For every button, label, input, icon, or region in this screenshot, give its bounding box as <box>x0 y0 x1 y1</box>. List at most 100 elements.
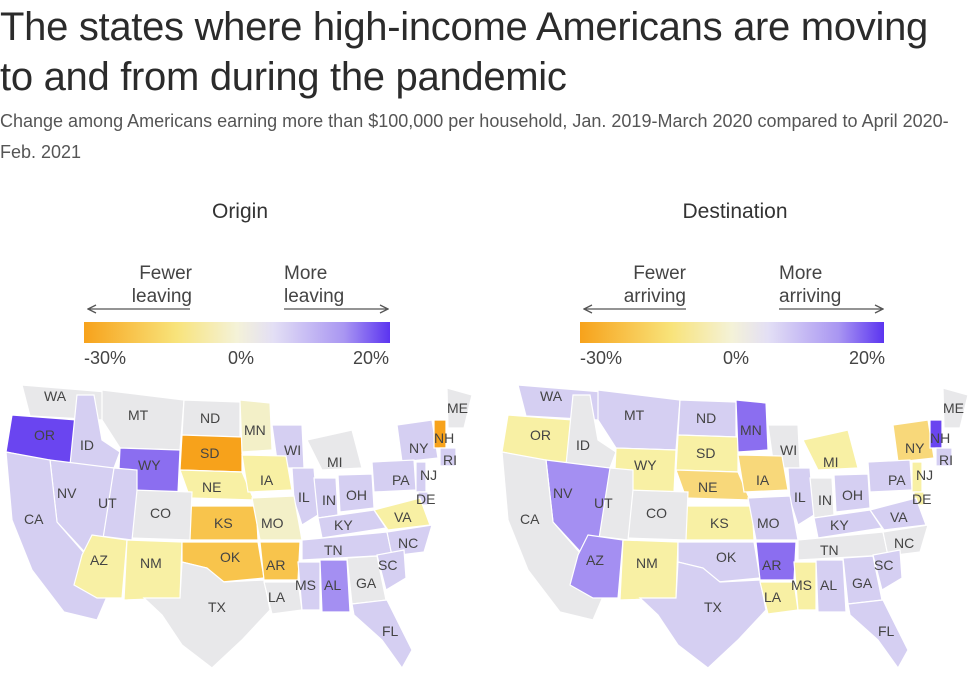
destination-label-al: AL <box>820 577 837 593</box>
origin-label-nc: NC <box>398 535 418 551</box>
origin-label-ny: NY <box>409 440 429 456</box>
destination-label-nh: NH <box>930 430 950 446</box>
origin-label-ok: OK <box>220 549 241 565</box>
origin-state-me[interactable] <box>446 387 473 429</box>
origin-label-az: AZ <box>90 552 108 568</box>
origin-legend <box>84 309 390 343</box>
destination-label-nv: NV <box>553 485 573 501</box>
origin-label-or: OR <box>34 427 55 443</box>
origin-label-wa: WA <box>44 388 67 404</box>
origin-label-nj: NJ <box>420 467 437 483</box>
destination-tick-max: 20% <box>849 348 886 368</box>
destination-state-ia[interactable] <box>737 454 789 493</box>
origin-label-al: AL <box>324 577 341 593</box>
origin-tick-max: 20% <box>353 348 390 368</box>
destination-label-ok: OK <box>716 549 737 565</box>
origin-label-pa: PA <box>392 472 410 488</box>
origin-state-ar[interactable] <box>259 541 301 581</box>
destination-label-or: OR <box>530 427 551 443</box>
origin-state-ky[interactable] <box>317 509 388 539</box>
origin-tick-min: -30% <box>84 348 127 368</box>
destination-state-me[interactable] <box>942 387 969 429</box>
origin-state-ms[interactable] <box>297 561 321 611</box>
origin-label-ut: UT <box>98 495 117 511</box>
destination-label-oh: OH <box>842 487 863 503</box>
origin-state-fl[interactable] <box>351 599 413 670</box>
destination-label-ia: IA <box>756 472 770 488</box>
destination-label-mt: MT <box>624 407 645 423</box>
destination-state-oh[interactable] <box>833 473 871 513</box>
destination-label-ga: GA <box>852 575 873 591</box>
origin-state-ia[interactable] <box>241 454 293 493</box>
origin-label-sd: SD <box>200 445 219 461</box>
origin-state-nc[interactable] <box>386 524 433 557</box>
destination-legend-right-label: More arriving <box>779 263 842 307</box>
destination-state-nc[interactable] <box>882 524 929 557</box>
origin-state-sc[interactable] <box>376 549 407 591</box>
origin-label-va: VA <box>394 509 412 525</box>
origin-state-il[interactable] <box>291 467 319 526</box>
destination-label-ri: RI <box>939 452 953 468</box>
destination-label-tx: TX <box>704 599 723 615</box>
destination-label-nd: ND <box>696 410 716 426</box>
destination-panel-title: Destination <box>682 200 788 223</box>
origin-label-nv: NV <box>57 485 77 501</box>
origin-color-scale <box>84 322 390 343</box>
destination-tick-min: -30% <box>580 348 623 368</box>
origin-label-nd: ND <box>200 410 220 426</box>
destination-label-la: LA <box>764 589 782 605</box>
destination-state-mi[interactable] <box>802 429 859 471</box>
origin-label-ia: IA <box>260 472 274 488</box>
destination-label-mn: MN <box>740 422 762 438</box>
destination-state-ky[interactable] <box>813 509 884 539</box>
destination-state-il[interactable] <box>787 467 815 526</box>
destination-label-nj: NJ <box>916 467 933 483</box>
origin-legend-left-label: Fewer leaving <box>131 263 192 307</box>
destination-label-wi: WI <box>780 442 797 458</box>
origin-label-me: ME <box>447 400 468 416</box>
origin-label-mn: MN <box>244 422 266 438</box>
destination-state-ny[interactable] <box>892 419 935 463</box>
origin-map: WA OR ID MT WY ND SD NE MN WI IA MI IL IN OH NY PA NJ DEVA… <box>5 384 473 670</box>
origin-label-ne: NE <box>202 479 221 495</box>
destination-state-ms[interactable] <box>793 561 817 611</box>
destination-label-fl: FL <box>878 623 895 639</box>
destination-label-va: VA <box>890 509 908 525</box>
destination-label-ne: NE <box>698 479 717 495</box>
destination-label-ca: CA <box>520 511 540 527</box>
origin-label-nh: NH <box>434 430 454 446</box>
destination-label-mi: MI <box>823 454 839 470</box>
destination-label-ms: MS <box>791 577 812 593</box>
origin-label-ms: MS <box>295 577 316 593</box>
origin-state-oh[interactable] <box>337 473 375 513</box>
origin-state-mi[interactable] <box>306 429 363 471</box>
destination-state-ri[interactable] <box>935 447 953 467</box>
destination-state-sc[interactable] <box>872 549 903 591</box>
destination-label-nc: NC <box>894 535 914 551</box>
origin-label-ca: CA <box>24 511 44 527</box>
origin-state-al[interactable] <box>319 559 351 613</box>
origin-label-nm: NM <box>140 555 162 571</box>
destination-state-fl[interactable] <box>847 599 909 670</box>
origin-state-mn[interactable] <box>239 399 273 453</box>
destination-label-az: AZ <box>586 552 604 568</box>
destination-state-al[interactable] <box>815 559 847 613</box>
destination-label-sc: SC <box>874 557 893 573</box>
origin-state-ri[interactable] <box>439 447 457 467</box>
origin-label-ks: KS <box>214 515 233 531</box>
origin-label-oh: OH <box>346 487 367 503</box>
destination-label-id: ID <box>576 437 590 453</box>
origin-label-ky: KY <box>334 517 353 533</box>
origin-label-ga: GA <box>356 575 377 591</box>
origin-label-id: ID <box>80 437 94 453</box>
origin-state-ny[interactable] <box>396 419 439 463</box>
destination-map: WA OR ID MT WY ND SD NE MN WI IA MI IL IN OH NY PA NJ DEVA… <box>501 384 969 670</box>
origin-legend-right-label: More leaving <box>284 263 345 307</box>
origin-label-ar: AR <box>266 557 285 573</box>
destination-state-ar[interactable] <box>755 541 797 581</box>
destination-label-wy: WY <box>634 457 657 473</box>
origin-label-wy: WY <box>138 457 161 473</box>
destination-state-mn[interactable] <box>735 399 769 453</box>
destination-label-sd: SD <box>696 445 715 461</box>
